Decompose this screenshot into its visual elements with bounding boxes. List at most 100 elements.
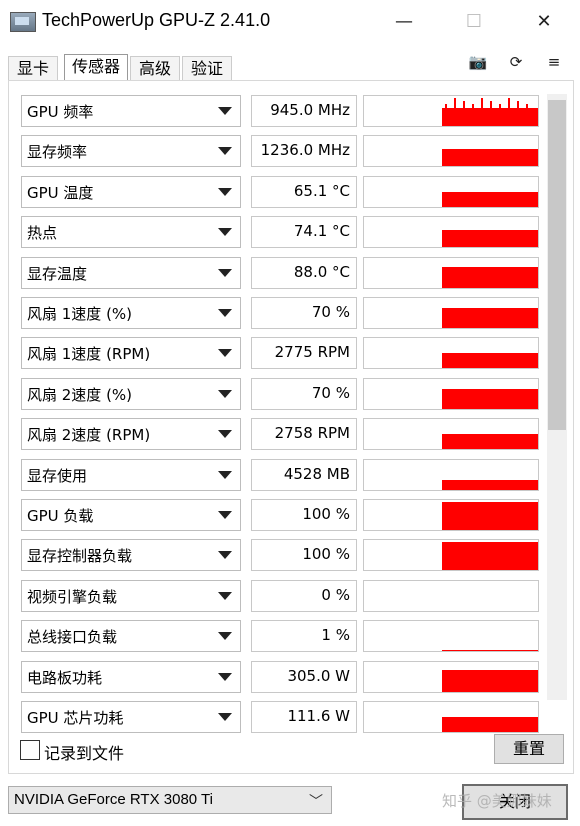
sensor-name-dropdown[interactable]: 显存控制器负载 [21, 539, 241, 572]
gpu-z-app-icon [10, 12, 36, 32]
sensor-name-dropdown[interactable]: GPU 频率 [21, 95, 241, 127]
sensor-value: 2758 RPM [274, 424, 350, 443]
sensor-value-field: 945.0 MHz [251, 95, 357, 127]
sensor-name-dropdown[interactable]: 电路板功耗 [21, 660, 241, 693]
sensor-value: 100 % [302, 505, 350, 523]
sensor-value-field: 1 % [251, 620, 357, 653]
tab-validation[interactable]: 验证 [182, 56, 232, 80]
log-to-file-label: 记录到文件 [44, 744, 125, 763]
sensor-row: 显存频率 1236.0 MHz [21, 135, 541, 168]
graph-spike [508, 98, 510, 126]
sensor-name-dropdown[interactable]: GPU 负载 [21, 499, 241, 531]
graph-spike [472, 104, 474, 126]
window-title: TechPowerUp GPU-Z 2.41.0 [42, 10, 271, 30]
refresh-icon[interactable]: ⟳ [509, 53, 523, 71]
graph-fill [442, 434, 538, 450]
sensor-graph [363, 337, 539, 370]
dropdown-arrow-icon [218, 389, 232, 398]
graph-spike [445, 104, 447, 126]
gpu-select-dropdown[interactable]: NVIDIA GeForce RTX 3080 Ti ﹀ [8, 786, 332, 814]
dropdown-arrow-icon [218, 713, 232, 721]
sensor-graph [363, 418, 539, 451]
sensor-graph [363, 256, 539, 289]
dropdown-arrow-icon [218, 551, 232, 560]
sensor-row: 风扇 1速度 (%) 70 % [21, 297, 541, 329]
sensor-name-label: 显存温度 [27, 264, 88, 283]
dropdown-arrow-icon [218, 268, 232, 277]
sensor-name-dropdown[interactable]: 风扇 2速度 (%) [21, 377, 241, 410]
graph-spike [490, 101, 492, 126]
graph-fill [442, 542, 538, 571]
graph-fill [442, 149, 538, 167]
sensor-value: 945.0 MHz [270, 101, 350, 119]
graph-fill [442, 191, 538, 207]
sensor-row: 风扇 2速度 (%) 70 % [21, 377, 541, 410]
tab-graphics-card[interactable]: 显卡 [8, 56, 58, 80]
camera-icon[interactable]: 📷 [468, 53, 488, 71]
sensor-value-field: 4528 MB [251, 458, 357, 491]
sensor-name-dropdown[interactable]: 风扇 1速度 (%) [21, 297, 241, 329]
sensor-name-dropdown[interactable]: 显存频率 [21, 135, 241, 168]
sensor-value: 305.0 W [287, 666, 350, 685]
sensor-name-dropdown[interactable]: 热点 [21, 216, 241, 249]
dropdown-arrow-icon [218, 187, 232, 196]
minimize-button[interactable]: — [395, 11, 413, 32]
reset-button[interactable]: 重置 [494, 734, 564, 764]
sensor-value: 88.0 °C [293, 262, 350, 281]
sensor-name-dropdown[interactable]: GPU 芯片功耗 [21, 701, 241, 733]
sensor-name-dropdown[interactable]: 风扇 1速度 (RPM) [21, 337, 241, 370]
log-to-file-checkbox[interactable] [20, 740, 40, 760]
sensor-value: 1 % [321, 626, 350, 645]
tab-advanced[interactable]: 高级 [130, 56, 180, 80]
sensor-name-dropdown[interactable]: GPU 温度 [21, 175, 241, 208]
sensor-value: 100 % [302, 545, 350, 564]
gpu-select-value: NVIDIA GeForce RTX 3080 Ti [14, 791, 213, 808]
sensor-value: 4528 MB [283, 464, 350, 483]
sensor-name-dropdown[interactable]: 总线接口负载 [21, 620, 241, 653]
sensor-name-label: 电路板功耗 [27, 668, 103, 687]
sensor-name-label: GPU 芯片功耗 [27, 709, 124, 727]
sensor-row: 显存温度 88.0 °C [21, 256, 541, 289]
sensor-value-field: 2758 RPM [251, 418, 357, 451]
sensor-row: GPU 温度 65.1 °C [21, 175, 541, 208]
sensor-value-field: 70 % [251, 377, 357, 410]
tab-sensors[interactable]: 传感器 [64, 54, 128, 81]
graph-fill [442, 650, 538, 652]
graph-fill [442, 266, 538, 288]
sensor-name-dropdown[interactable]: 显存温度 [21, 256, 241, 289]
dropdown-arrow-icon [218, 511, 232, 519]
maximize-button[interactable]: ☐ [465, 11, 483, 32]
sensor-value-field: 100 % [251, 499, 357, 531]
chevron-down-icon: ﹀ [309, 794, 323, 810]
graph-spike [499, 104, 501, 126]
close-window-button[interactable]: ✕ [536, 11, 552, 32]
close-button[interactable]: 关闭 [462, 784, 568, 820]
graph-fill [442, 479, 538, 490]
sensor-graph [363, 499, 539, 531]
sensor-name-dropdown[interactable]: 风扇 2速度 (RPM) [21, 418, 241, 451]
sensor-row: 视频引擎负载 0 % [21, 579, 541, 612]
sensor-row: GPU 负载 100 % [21, 499, 541, 531]
sensor-row: 风扇 1速度 (RPM) 2775 RPM [21, 337, 541, 370]
scrollbar-thumb[interactable] [548, 100, 566, 430]
sensor-value: 1236.0 MHz [260, 141, 350, 160]
sensor-name-dropdown[interactable]: 视频引擎负载 [21, 579, 241, 612]
sensor-name-label: 风扇 2速度 (RPM) [27, 426, 151, 445]
sensor-name-label: 热点 [27, 224, 58, 243]
menu-icon[interactable]: ≡ [547, 53, 561, 71]
sensor-graph [363, 216, 539, 249]
graph-fill [442, 388, 538, 409]
sensor-value-field: 2775 RPM [251, 337, 357, 370]
sensor-name-label: GPU 温度 [27, 183, 94, 202]
sensor-value: 65.1 °C [293, 181, 350, 200]
dropdown-arrow-icon [218, 430, 232, 439]
sensor-name-dropdown[interactable]: 显存使用 [21, 458, 241, 491]
graph-fill [442, 669, 538, 692]
graph-fill [442, 230, 538, 248]
sensor-scrollbar[interactable] [547, 94, 567, 700]
dropdown-arrow-icon [218, 591, 232, 600]
sensor-value: 70 % [311, 383, 350, 402]
sensor-row: 电路板功耗 305.0 W [21, 660, 541, 693]
sensor-graph [363, 175, 539, 208]
graph-fill [442, 717, 538, 732]
